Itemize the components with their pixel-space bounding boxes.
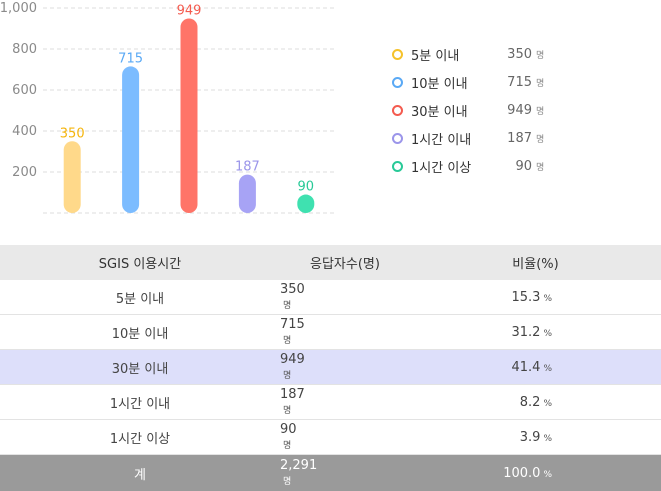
- y-tick-label: 800: [12, 42, 37, 57]
- legend-value: 187: [499, 131, 532, 146]
- count-value: 715: [280, 317, 305, 332]
- ratio-unit: %: [543, 329, 552, 339]
- bar: [297, 195, 314, 213]
- bar-value-label: 90: [298, 180, 315, 195]
- count-value: 90: [280, 422, 297, 437]
- row-label: 30분 이내: [0, 350, 280, 385]
- legend-item-5min[interactable]: 5분 이내 350 명: [392, 40, 552, 68]
- legend-unit: 명: [536, 132, 544, 145]
- legend-unit: 명: [536, 76, 544, 89]
- legend-label: 1시간 이상: [411, 157, 499, 176]
- bar-value-label: 949: [177, 3, 202, 18]
- row-ratio: 31.2%: [410, 315, 661, 350]
- legend-dot-icon: [392, 77, 403, 88]
- bar-value-label: 715: [118, 51, 143, 66]
- count-unit: 명: [283, 441, 291, 451]
- row-count: 949 명: [280, 350, 410, 385]
- table-row-highlighted: 30분 이내 949 명 41.4%: [0, 350, 661, 385]
- ratio-value: 41.4: [511, 360, 540, 375]
- row-count: 187 명: [280, 385, 410, 420]
- chart-legend: 5분 이내 350 명 10분 이내 715 명 30분 이내 949 명 1시…: [392, 40, 552, 180]
- legend-label: 1시간 이내: [411, 129, 499, 148]
- header-usage-time: SGIS 이용시간: [0, 245, 280, 280]
- legend-label: 5분 이내: [411, 45, 499, 64]
- row-ratio: 15.3%: [410, 280, 661, 315]
- legend-label: 30분 이내: [411, 101, 499, 120]
- row-ratio: 8.2%: [410, 385, 661, 420]
- total-label: 계: [0, 455, 280, 491]
- count-unit: 명: [283, 301, 291, 311]
- row-label: 10분 이내: [0, 315, 280, 350]
- count-unit: 명: [283, 371, 291, 381]
- y-tick-label: 400: [12, 124, 37, 139]
- row-label: 5분 이내: [0, 280, 280, 315]
- legend-item-30min[interactable]: 30분 이내 949 명: [392, 96, 552, 124]
- ratio-unit: %: [543, 364, 552, 374]
- y-tick-label: 1,000: [0, 1, 37, 16]
- total-ratio: 100.0%: [410, 455, 661, 491]
- table-header-row: SGIS 이용시간 응답자수(명) 비율(%): [0, 245, 661, 280]
- ratio-value: 8.2: [520, 395, 541, 410]
- header-ratio: 비율(%): [410, 245, 661, 280]
- legend-value: 350: [499, 47, 532, 62]
- ratio-unit: %: [543, 434, 552, 444]
- row-ratio: 41.4%: [410, 350, 661, 385]
- table-row: 5분 이내 350 명 15.3%: [0, 280, 661, 315]
- legend-item-1hour[interactable]: 1시간 이내 187 명: [392, 124, 552, 152]
- legend-value: 715: [499, 75, 532, 90]
- bar-chart: 200 400 600 800 1,000 350 715 949 187 90: [0, 0, 345, 225]
- summary-table: SGIS 이용시간 응답자수(명) 비율(%) 5분 이내 350 명 15.3%…: [0, 245, 661, 491]
- legend-dot-icon: [392, 105, 403, 116]
- legend-label: 10분 이내: [411, 73, 499, 92]
- legend-value: 90: [499, 159, 532, 174]
- legend-item-10min[interactable]: 10분 이내 715 명: [392, 68, 552, 96]
- ratio-value: 3.9: [520, 430, 541, 445]
- ratio-unit: %: [543, 294, 552, 304]
- legend-unit: 명: [536, 48, 544, 61]
- y-tick-label: 600: [12, 83, 37, 98]
- row-label: 1시간 이내: [0, 385, 280, 420]
- legend-dot-icon: [392, 161, 403, 172]
- row-count: 350 명: [280, 280, 410, 315]
- bar: [122, 66, 139, 213]
- count-unit: 명: [283, 336, 291, 346]
- bar-value-label: 187: [235, 160, 260, 175]
- ratio-value: 15.3: [511, 290, 540, 305]
- legend-item-over-1hour[interactable]: 1시간 이상 90 명: [392, 152, 552, 180]
- table-row: 1시간 이내 187 명 8.2%: [0, 385, 661, 420]
- legend-unit: 명: [536, 160, 544, 173]
- bar: [64, 141, 81, 213]
- count-value: 2,291: [280, 458, 317, 473]
- bar: [239, 175, 256, 213]
- table-total-row: 계 2,291 명 100.0%: [0, 455, 661, 491]
- ratio-unit: %: [543, 470, 552, 480]
- total-count: 2,291 명: [280, 455, 410, 491]
- row-count: 90 명: [280, 420, 410, 455]
- legend-dot-icon: [392, 49, 403, 60]
- row-count: 715 명: [280, 315, 410, 350]
- header-respondents: 응답자수(명): [280, 245, 410, 280]
- row-ratio: 3.9%: [410, 420, 661, 455]
- bar-value-label: 350: [60, 126, 85, 141]
- table-row: 1시간 이상 90 명 3.9%: [0, 420, 661, 455]
- bar: [181, 18, 198, 213]
- legend-unit: 명: [536, 104, 544, 117]
- legend-value: 949: [499, 103, 532, 118]
- count-unit: 명: [283, 477, 291, 487]
- table-row: 10분 이내 715 명 31.2%: [0, 315, 661, 350]
- ratio-unit: %: [543, 399, 552, 409]
- ratio-value: 100.0: [503, 466, 540, 481]
- count-unit: 명: [283, 406, 291, 416]
- count-value: 949: [280, 352, 305, 367]
- count-value: 350: [280, 282, 305, 297]
- legend-dot-icon: [392, 133, 403, 144]
- row-label: 1시간 이상: [0, 420, 280, 455]
- count-value: 187: [280, 387, 305, 402]
- y-tick-label: 200: [12, 165, 37, 180]
- ratio-value: 31.2: [511, 325, 540, 340]
